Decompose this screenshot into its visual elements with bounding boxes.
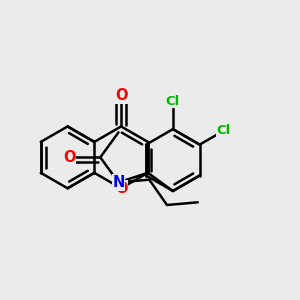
Text: Cl: Cl [166, 95, 180, 108]
Text: O: O [63, 150, 76, 165]
Text: O: O [115, 88, 128, 103]
Text: N: N [112, 175, 125, 190]
Text: Cl: Cl [217, 124, 231, 137]
Text: O: O [115, 181, 128, 196]
